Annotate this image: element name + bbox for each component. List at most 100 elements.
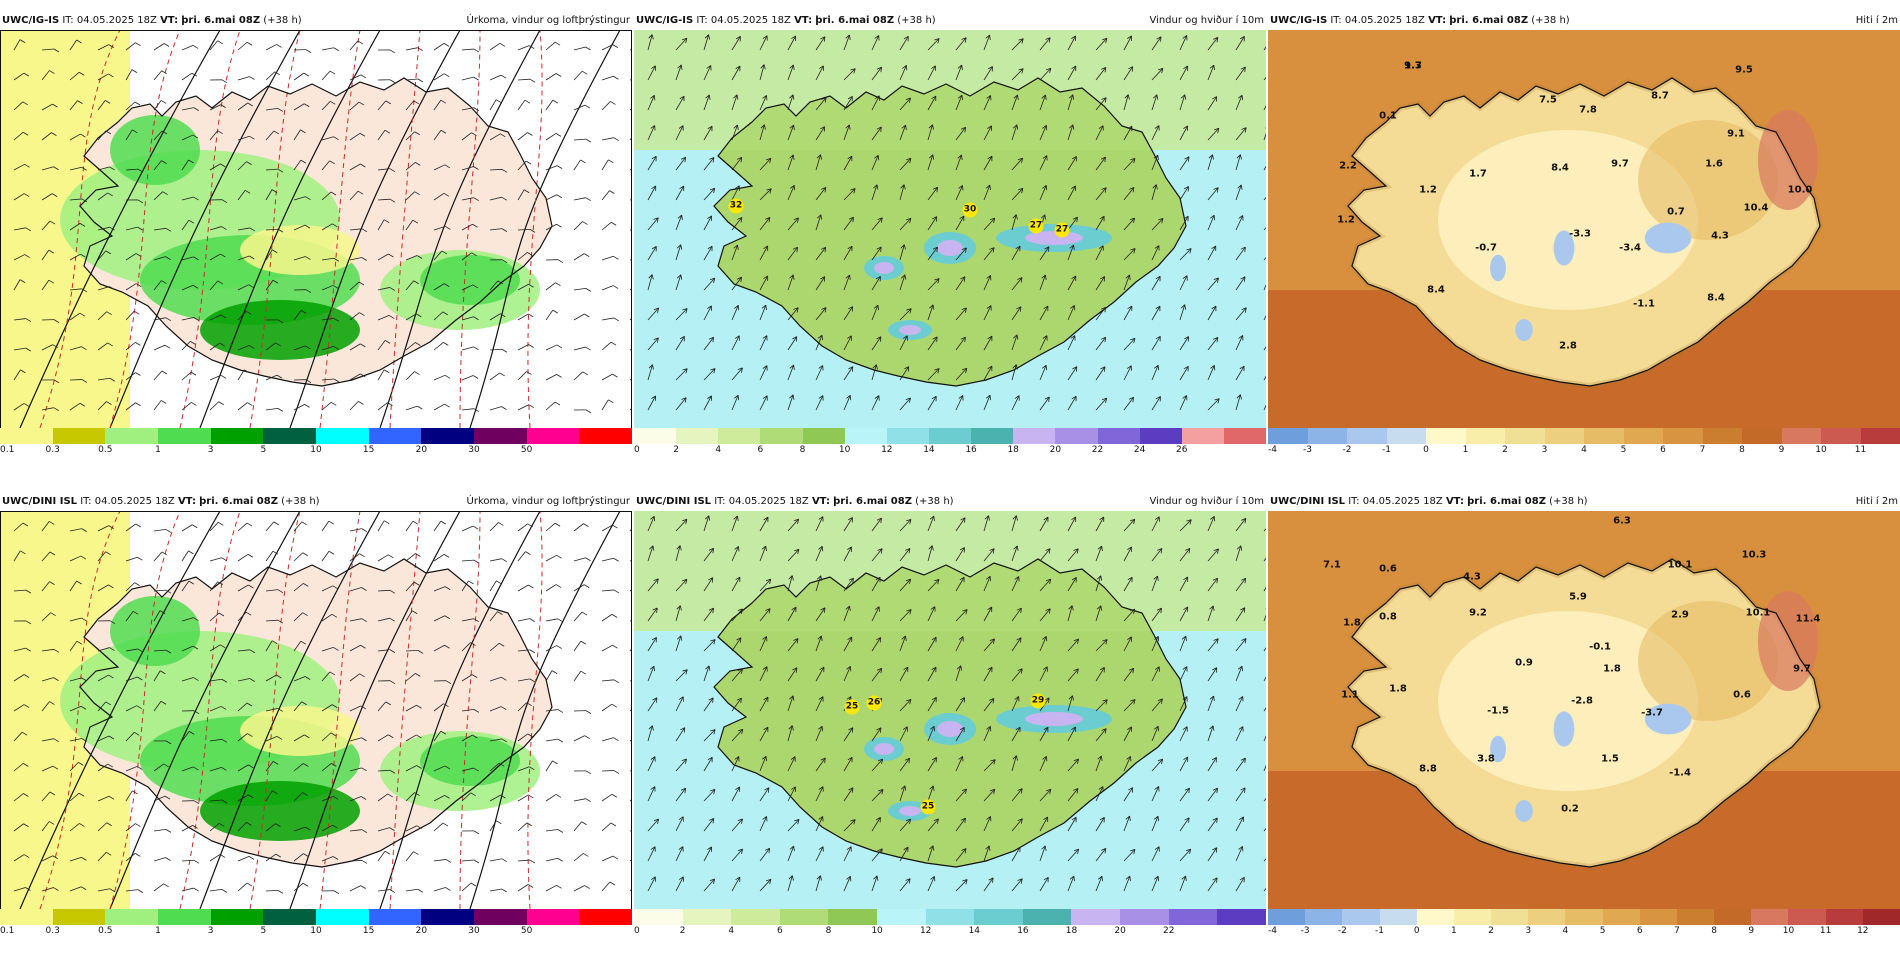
temperature-value: 10.0 [1788, 185, 1813, 196]
colorbar-tick-label: 0 [1414, 925, 1420, 937]
colorbar-swatch [1120, 909, 1169, 925]
lead-time: (+38 h) [897, 15, 935, 26]
colorbar-swatch [1426, 428, 1466, 444]
temp-panel: UWC/IG-IS IT: 04.05.2025 18Z VT: þri. 6.… [1268, 12, 1900, 478]
colorbar-swatch [1782, 428, 1822, 444]
colorbar-swatch [1751, 909, 1788, 925]
colorbar-swatch [731, 909, 780, 925]
colorbar-swatch [1182, 428, 1224, 444]
colorbar-swatch [105, 909, 158, 925]
colorbar-swatch [1071, 909, 1120, 925]
colorbar-tick-label: 2 [673, 444, 679, 456]
colorbar-tick-label: 4 [1581, 444, 1587, 456]
colorbar-tick-label: 12 [881, 444, 892, 456]
map-svg [1268, 511, 1900, 909]
colorbar-swatch [316, 428, 369, 444]
colorbar-tick-label: 2 [1502, 444, 1508, 456]
temperature-value: 1.2 [1419, 185, 1437, 196]
colorbar-tick-label: 20 [416, 925, 427, 937]
colorbar-swatch [1826, 909, 1863, 925]
colorbar-swatch [1640, 909, 1677, 925]
colorbar-tick-label: 0.3 [45, 444, 59, 456]
panel-header: UWC/IG-IS IT: 04.05.2025 18Z VT: þri. 6.… [634, 12, 1266, 30]
temperature-value: -0.7 [1475, 243, 1497, 254]
colorbar-swatch [1742, 428, 1782, 444]
temperature-value: 11.4 [1796, 614, 1821, 625]
colorbar-tick-label: 24 [1134, 444, 1145, 456]
colorbar-tick-label: 0.5 [98, 444, 112, 456]
colorbar-swatch [1454, 909, 1491, 925]
colorbar-swatch [527, 428, 580, 444]
temperature-value: 0.2 [1561, 804, 1579, 815]
temperature-value: 1.8 [1389, 684, 1407, 695]
map-area[interactable] [0, 511, 632, 909]
cold-glacier-zone [1515, 319, 1533, 341]
lead-time: (+38 h) [281, 496, 319, 507]
colorbar-tick-label: 18 [1066, 925, 1077, 937]
colorbar-swatch [211, 909, 264, 925]
temperature-value: 0.9 [1515, 658, 1533, 669]
colorbar-swatch [211, 428, 264, 444]
gust-max-label: 29 [1031, 694, 1046, 709]
colorbar-tick-label: 14 [923, 444, 934, 456]
colorbar-swatch [0, 428, 53, 444]
colorbar-swatch [971, 428, 1013, 444]
colorbar-tick-label: 3 [1525, 925, 1531, 937]
temperature-value: -1.5 [1487, 706, 1509, 717]
colorbar-swatch [579, 428, 632, 444]
temperature-value: 2.9 [1671, 610, 1689, 621]
panel-title: Hiti í 2m [1856, 12, 1898, 30]
temperature-value: 9.7 [1793, 664, 1811, 675]
temperature-value: 9.3 [1404, 61, 1422, 72]
colorbar-swatch [1821, 428, 1861, 444]
temperature-value: -3.3 [1569, 229, 1591, 240]
colorbar-swatch [1347, 428, 1387, 444]
colorbar-swatch [1861, 428, 1900, 444]
valid-time-label: VT: [1428, 15, 1446, 26]
valid-time-label: VT: [178, 496, 196, 507]
colorbar-swatch [1387, 428, 1427, 444]
colorbar-swatch [1505, 428, 1545, 444]
valid-time: þri. 6.mai 08Z [815, 15, 894, 26]
colorbar-tick-label: 8 [826, 925, 832, 937]
map-svg [634, 30, 1266, 428]
temperature-value: 7.8 [1579, 105, 1597, 116]
colorbar-tick-label: -1 [1382, 444, 1391, 456]
colorbar-tick-label: 50 [521, 444, 532, 456]
colorbar-tick-label: 15 [363, 925, 374, 937]
colorbar-tick-label: 2 [680, 925, 686, 937]
model-name: UWC/IG-IS [2, 15, 59, 26]
init-time-label: IT: [1330, 15, 1341, 26]
colorbar-swatch [105, 428, 158, 444]
colorbar [1268, 428, 1900, 444]
model-name: UWC/IG-IS [1270, 15, 1327, 26]
colorbar-swatch [780, 909, 829, 925]
colorbar-swatch [926, 909, 975, 925]
colorbar-tick-label: -4 [1268, 925, 1277, 937]
colorbar-swatch [1545, 428, 1585, 444]
temperature-value: 8.4 [1427, 285, 1445, 296]
colorbar-tick-label: 7 [1700, 444, 1706, 456]
gust-max-label: 32 [729, 199, 744, 214]
temperature-value: 0.6 [1379, 564, 1397, 575]
temperature-value: 10.4 [1744, 203, 1769, 214]
colorbar-tick-label: 5 [260, 444, 266, 456]
colorbar-tick-label: 5 [260, 925, 266, 937]
colorbar-swatch [1663, 428, 1703, 444]
colorbar-swatch [263, 909, 316, 925]
lead-time: (+38 h) [263, 15, 301, 26]
colorbar-swatch [1268, 428, 1308, 444]
colorbar-tick-label: 6 [777, 925, 783, 937]
gust-max-label: 25 [921, 800, 936, 815]
panel-header: UWC/IG-IS IT: 04.05.2025 18Z VT: þri. 6.… [1268, 12, 1900, 30]
colorbar-tick-label: 4 [715, 444, 721, 456]
colorbar [0, 428, 632, 444]
panel-title: Hiti í 2m [1856, 493, 1898, 511]
map-area[interactable] [0, 30, 632, 428]
init-time: 04.05.2025 18Z [711, 15, 791, 26]
